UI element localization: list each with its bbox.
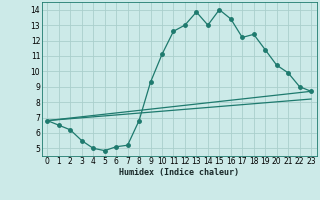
X-axis label: Humidex (Indice chaleur): Humidex (Indice chaleur): [119, 168, 239, 177]
